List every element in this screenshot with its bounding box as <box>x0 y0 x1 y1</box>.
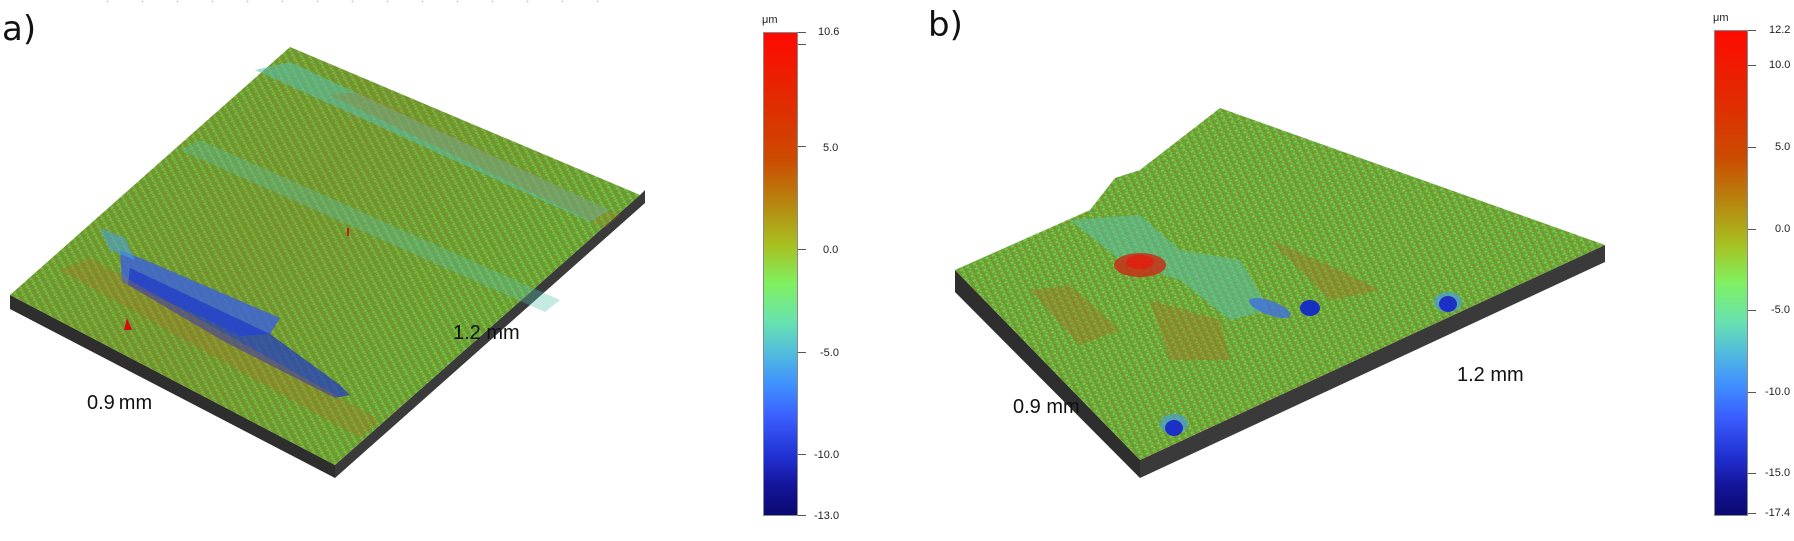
colorbar-b-tick: -5.0 <box>1771 304 1790 316</box>
top-border-artifact <box>90 0 610 3</box>
colorbar-b-tick: -17.4 <box>1765 507 1791 519</box>
surface-b-top <box>955 108 1605 460</box>
panel-b-label: b) <box>928 5 963 45</box>
surface-b-base-right <box>1140 245 1605 478</box>
colorbar-b-tick: -10.0 <box>1765 386 1791 398</box>
panel-a-dim-y: 1.2 mm <box>453 322 520 344</box>
surface-a-base-right <box>335 190 645 478</box>
colorbar-a-gradient-lower <box>763 32 798 516</box>
colorbar-a-tick: 5.0 <box>823 142 839 154</box>
colorbar-b-tick: -15.0 <box>1765 467 1791 479</box>
panel-b-dim-x: 0.9 mm <box>1013 396 1080 418</box>
colorbar-a-tick: -10.0 <box>814 449 840 461</box>
surface-a-base-left <box>10 295 335 478</box>
colorbar-a-tick: 10.6 <box>818 26 840 38</box>
panel-a: a) <box>2 9 840 522</box>
colorbar-b-tick: 10.0 <box>1769 59 1791 71</box>
colorbar-b-gradient <box>1714 30 1748 516</box>
panel-a-label: a) <box>2 9 37 49</box>
panel-a-dim-x: 0.9 mm <box>87 392 153 414</box>
colorbar-a-tick: -13.0 <box>814 510 840 522</box>
colorbar-b-tick: 5.0 <box>1775 141 1791 153</box>
surface-b-base-left <box>955 270 1140 478</box>
colorbar-b-unit: μm <box>1713 12 1729 24</box>
colorbar-b-tick: 12.2 <box>1769 24 1791 36</box>
colorbar-a-tick: -5.0 <box>820 347 839 359</box>
surface-plot-a <box>10 47 645 478</box>
colorbar-a-tick: 0.0 <box>823 244 839 256</box>
colorbar-a-unit: μm <box>762 14 778 26</box>
colorbar-b-tick: 0.0 <box>1775 223 1791 235</box>
panel-b-dim-y: 1.2 mm <box>1457 364 1524 386</box>
